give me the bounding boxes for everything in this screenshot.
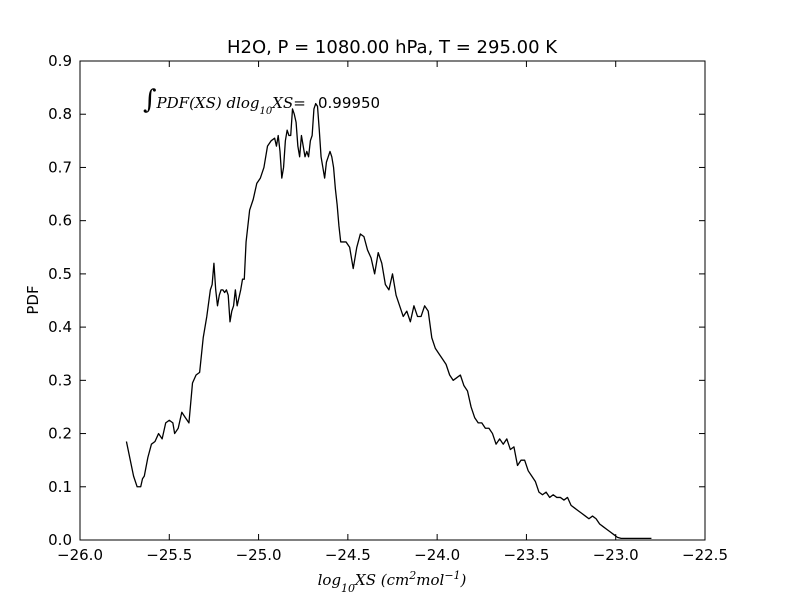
annotation-value: 0.99950 xyxy=(318,94,380,112)
x-tick-label-3: −24.5 xyxy=(325,546,371,564)
chart-title: H2O, P = 1080.00 hPa, T = 295.00 K xyxy=(227,37,558,58)
series-line-0 xyxy=(125,102,652,540)
x-axis-label: log10XS (cm2mol−1) xyxy=(318,569,467,595)
integral-annotation: ∫PDF(XS) dlog10XS= 0.99950 xyxy=(143,85,380,117)
axes-frame xyxy=(79,60,706,541)
axes: −26.0 −25.5 −25.0 −24.5 −24.0 −23.5 −23.0 −22.5… xyxy=(48,52,728,564)
x-tick-label-2: −25.0 xyxy=(236,546,282,564)
x-tick-label-4: −24.0 xyxy=(414,546,460,564)
y-tick-label-4: 0.4 xyxy=(48,318,72,336)
y-tick-label-3: 0.3 xyxy=(48,371,72,389)
y-tick-label-0: 0.0 xyxy=(48,531,72,549)
plot-area xyxy=(125,102,652,540)
y-tick-label-8: 0.8 xyxy=(48,105,72,123)
x-tick-label-5: −23.5 xyxy=(503,546,549,564)
x-tick-label-0: −26.0 xyxy=(57,546,103,564)
y-axis-label: PDF xyxy=(24,285,42,314)
y-tick-label-5: 0.5 xyxy=(48,265,72,283)
y-tick-label-9: 0.9 xyxy=(48,52,72,70)
x-tick-label-7: −22.5 xyxy=(682,546,728,564)
y-tick-label-2: 0.2 xyxy=(48,425,72,443)
y-tick-label-7: 0.7 xyxy=(48,158,72,176)
y-tick-label-1: 0.1 xyxy=(48,478,72,496)
x-tick-label-6: −23.0 xyxy=(593,546,639,564)
x-tick-label-1: −25.5 xyxy=(146,546,192,564)
y-tick-label-6: 0.6 xyxy=(48,212,72,230)
annotation-expression: ∫PDF(XS) dlog10XS= xyxy=(143,85,306,117)
